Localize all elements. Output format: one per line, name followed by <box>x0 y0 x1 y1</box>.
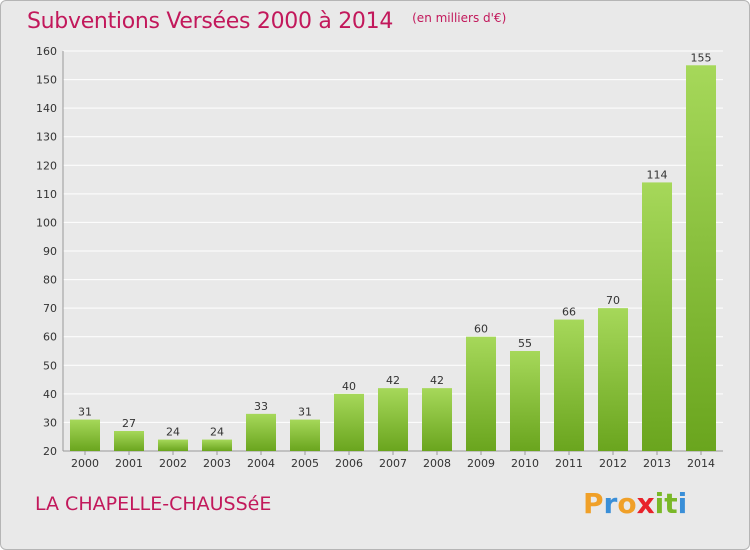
data-label: 60 <box>474 323 488 336</box>
logo-letter: o <box>617 487 637 520</box>
data-label: 114 <box>647 168 668 181</box>
x-tick-label: 2002 <box>159 457 187 470</box>
bar-2005 <box>290 419 320 451</box>
bar-2013 <box>642 182 672 451</box>
data-label: 31 <box>78 406 92 419</box>
x-tick-label: 2006 <box>335 457 363 470</box>
y-tick-label: 90 <box>43 245 57 258</box>
y-tick-label: 120 <box>36 159 57 172</box>
data-label: 27 <box>122 417 136 430</box>
bar-2000 <box>70 419 100 451</box>
proxiti-logo: Proxiti <box>583 487 687 520</box>
chart-title-block: Subventions Versées 2000 à 2014 (en mill… <box>27 9 506 34</box>
bar-2008 <box>422 388 452 451</box>
x-tick-label: 2005 <box>291 457 319 470</box>
bar-2007 <box>378 388 408 451</box>
y-tick-label: 100 <box>36 216 57 229</box>
x-tick-label: 2010 <box>511 457 539 470</box>
x-tick-label: 2012 <box>599 457 627 470</box>
x-tick-label: 2011 <box>555 457 583 470</box>
y-tick-label: 130 <box>36 131 57 144</box>
chart-unit-subtitle: (en milliers d'€) <box>412 11 507 25</box>
place-name: LA CHAPELLE-CHAUSSéE <box>35 493 272 515</box>
logo-letter: r <box>603 487 618 520</box>
bar-2006 <box>334 393 364 451</box>
bar-2012 <box>598 308 628 451</box>
x-tick-label: 2001 <box>115 457 143 470</box>
x-tick-label: 2009 <box>467 457 495 470</box>
bar-2011 <box>554 319 584 451</box>
y-tick-label: 70 <box>43 302 57 315</box>
logo-letter: x <box>636 487 655 520</box>
y-tick-label: 140 <box>36 102 57 115</box>
bar-2003 <box>202 439 232 451</box>
y-tick-label: 60 <box>43 331 57 344</box>
y-tick-label: 30 <box>43 416 57 429</box>
data-label: 42 <box>430 374 444 387</box>
y-tick-label: 50 <box>43 359 57 372</box>
bar-2004 <box>246 413 276 451</box>
logo-letter: P <box>583 487 604 520</box>
x-tick-label: 2000 <box>71 457 99 470</box>
data-label: 31 <box>298 406 312 419</box>
bar-2009 <box>466 336 496 451</box>
data-label: 42 <box>386 374 400 387</box>
x-tick-label: 2013 <box>643 457 671 470</box>
y-tick-label: 40 <box>43 388 57 401</box>
y-tick-label: 150 <box>36 74 57 87</box>
bar-2014 <box>686 65 716 452</box>
y-tick-label: 80 <box>43 274 57 287</box>
data-label: 155 <box>691 51 712 64</box>
data-label: 40 <box>342 380 356 393</box>
data-label: 24 <box>210 426 224 439</box>
data-label: 55 <box>518 337 532 350</box>
x-tick-label: 2007 <box>379 457 407 470</box>
data-label: 24 <box>166 426 180 439</box>
data-label: 33 <box>254 400 268 413</box>
y-tick-label: 160 <box>36 45 57 58</box>
chart-title: Subventions Versées 2000 à 2014 <box>27 9 394 34</box>
bar-2002 <box>158 439 188 451</box>
logo-letter: i <box>677 487 688 520</box>
logo-letter: t <box>664 487 678 520</box>
data-label: 66 <box>562 306 576 319</box>
x-tick-label: 2008 <box>423 457 451 470</box>
logo-letter: i <box>654 487 665 520</box>
y-tick-label: 20 <box>43 445 57 458</box>
y-tick-label: 110 <box>36 188 57 201</box>
x-tick-label: 2014 <box>687 457 715 470</box>
bar-2001 <box>114 431 144 451</box>
bar-2010 <box>510 351 540 451</box>
x-tick-label: 2003 <box>203 457 231 470</box>
data-label: 70 <box>606 294 620 307</box>
x-tick-label: 2004 <box>247 457 275 470</box>
